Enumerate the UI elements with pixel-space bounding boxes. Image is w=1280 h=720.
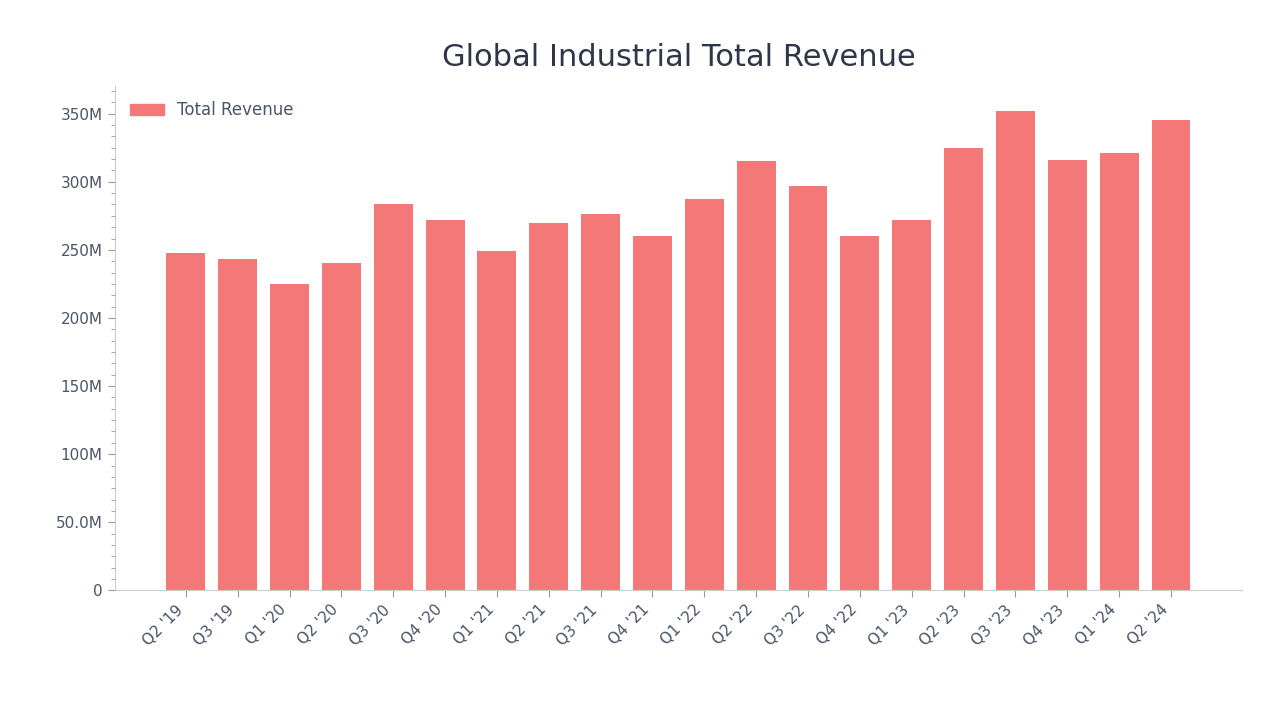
Bar: [530, 222, 568, 590]
Legend: Total Revenue: Total Revenue: [124, 95, 300, 126]
Bar: [685, 199, 723, 590]
Bar: [996, 111, 1034, 590]
Bar: [374, 204, 412, 590]
Bar: [841, 236, 879, 590]
Bar: [426, 220, 465, 590]
Bar: [1048, 160, 1087, 590]
Bar: [219, 259, 257, 590]
Bar: [634, 236, 672, 590]
Bar: [581, 215, 620, 590]
Bar: [945, 148, 983, 590]
Bar: [737, 161, 776, 590]
Bar: [788, 186, 827, 590]
Bar: [270, 284, 308, 590]
Bar: [1100, 153, 1138, 590]
Bar: [477, 251, 516, 590]
Bar: [1152, 120, 1190, 590]
Bar: [892, 220, 931, 590]
Title: Global Industrial Total Revenue: Global Industrial Total Revenue: [442, 42, 915, 71]
Bar: [166, 253, 205, 590]
Bar: [323, 264, 361, 590]
